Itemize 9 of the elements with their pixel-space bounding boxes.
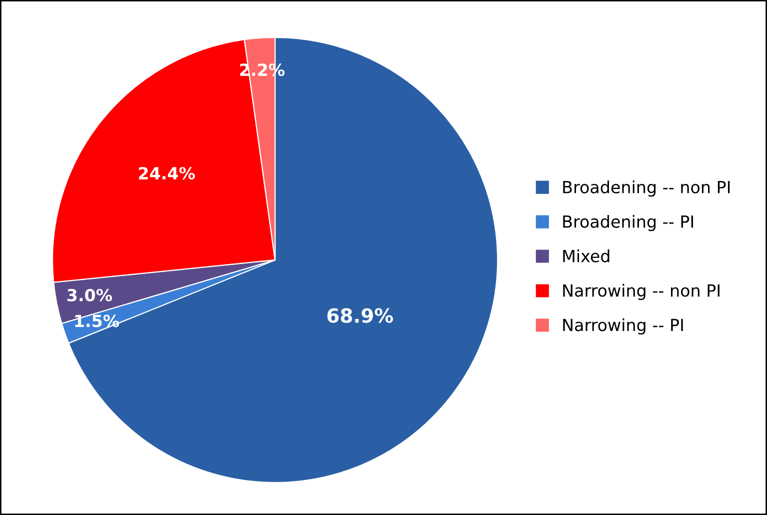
legend-label: Broadening -- non PI — [563, 180, 730, 197]
data-label: 3.0% — [67, 288, 112, 302]
data-label: 68.9% — [327, 308, 394, 323]
data-label: 1.5% — [75, 314, 120, 328]
legend-label: Broadening -- PI — [563, 214, 694, 232]
legend-label: Mixed — [563, 249, 610, 262]
legend-label: Narrowing -- non PI — [563, 284, 720, 300]
legend-label: Narrowing -- PI — [563, 318, 683, 334]
data-label: 24.4% — [138, 166, 195, 180]
